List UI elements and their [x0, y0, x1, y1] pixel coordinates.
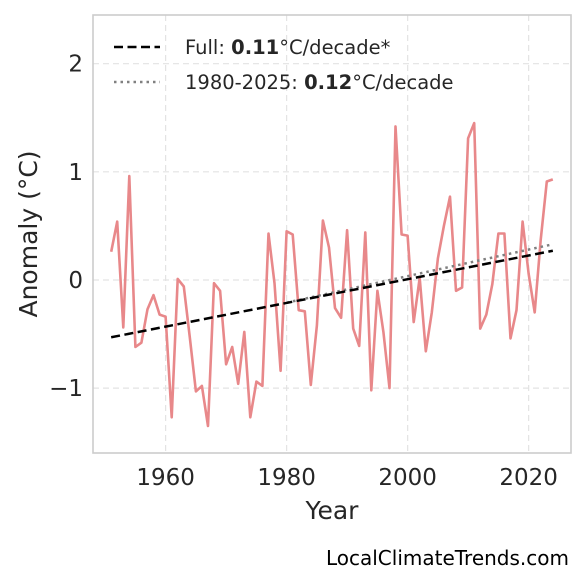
y-tick-label: 0 [68, 268, 83, 294]
legend-full-value: 0.11 [231, 36, 279, 59]
legend-full-prefix: Full: [185, 36, 231, 59]
x-tick-label: 1980 [257, 465, 316, 491]
series-layer [109, 121, 554, 428]
legend-full-suffix: °C/decade* [279, 36, 390, 59]
x-tick-label: 1960 [136, 465, 195, 491]
legend-recent-prefix: 1980-2025: [185, 71, 304, 94]
y-tick-label: −1 [49, 376, 83, 402]
plot-frame [92, 14, 572, 454]
legend-recent-value: 0.12 [304, 71, 352, 94]
grid [93, 15, 571, 453]
y-axis-label: Anomaly (°C) [14, 150, 43, 317]
legend-recent-suffix: °C/decade [352, 71, 453, 94]
y-tick-label: 1 [68, 160, 83, 186]
anomaly-series-line [109, 121, 554, 428]
full-trend-line [110, 249, 554, 339]
watermark: LocalClimateTrends.com [325, 546, 569, 570]
legend-recent-trend-label: 1980-2025: 0.12°C/decade [185, 71, 454, 94]
tick-labels: 1960 1980 2000 2020 −1 0 1 2 [49, 52, 558, 491]
x-axis-label: Year [305, 496, 360, 525]
legend-full-trend-label: Full: 0.11°C/decade* [185, 36, 391, 59]
x-tick-label: 2000 [378, 465, 437, 491]
legend: Full: 0.11°C/decade* 1980-2025: 0.12°C/d… [114, 36, 454, 94]
x-tick-label: 2020 [499, 465, 558, 491]
y-tick-label: 2 [68, 52, 83, 78]
